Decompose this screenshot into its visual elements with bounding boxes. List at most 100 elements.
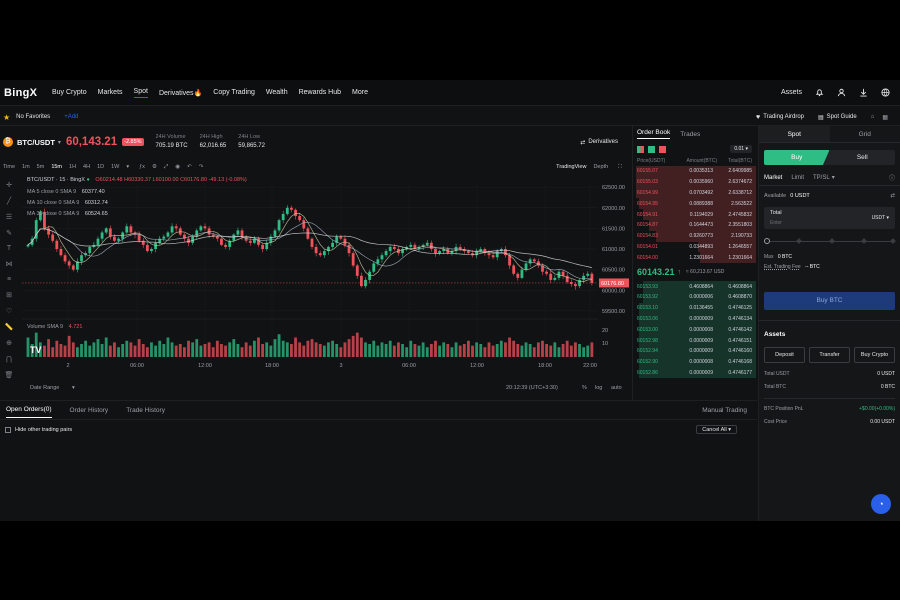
bingx-logo[interactable]: BingX	[4, 86, 38, 99]
date-range-button[interactable]: Date Range	[30, 385, 60, 391]
amount-slider[interactable]	[764, 237, 896, 247]
fib-icon[interactable]: ≡	[6, 276, 12, 283]
tf-4h[interactable]: 4H	[83, 164, 91, 170]
auto-toggle[interactable]: auto	[611, 385, 622, 391]
view-tradingview[interactable]: TradingView	[556, 164, 587, 170]
nav-more[interactable]: More	[352, 89, 368, 96]
pattern-icon[interactable]: ⋈	[5, 261, 13, 268]
indicator-icon[interactable]: ƒx	[139, 164, 145, 170]
projection-icon[interactable]: ⊞	[6, 292, 12, 299]
crosshair-icon[interactable]: ✛	[6, 182, 12, 189]
tab-spot-mode[interactable]: Spot	[759, 126, 830, 142]
bid-row[interactable]: 60153.10 0.0136455 0.4746125	[633, 302, 756, 314]
ask-row[interactable]: 60154.95 0.0889388 2.563522	[633, 198, 756, 210]
derivatives-link[interactable]: ⇄ Derivatives	[580, 139, 618, 146]
tf-1d[interactable]: 1D	[97, 164, 105, 170]
bid-row[interactable]: 60153.06 0.0000009 0.4746134	[633, 313, 756, 325]
nav-wealth[interactable]: Wealth	[265, 89, 288, 96]
tab-order-book[interactable]: Order Book	[637, 129, 671, 139]
ask-row[interactable]: 60154.91 0.1194029 2.4745832	[633, 209, 756, 220]
brush-icon[interactable]: ✎	[6, 230, 12, 237]
bell-icon[interactable]	[814, 88, 824, 98]
nav-markets[interactable]: Markets	[97, 89, 123, 96]
user-icon[interactable]	[836, 88, 846, 98]
ask-row[interactable]: 60154.83 0.9260773 2.190733	[633, 230, 756, 242]
price-chart[interactable]: ✛ ╱ ☰ ✎ T ⋈ ≡ ⊞ ♡ 📏 ⊕ ⋂ 🗑 62500.00 62000.…	[0, 175, 632, 381]
cancel-all-select[interactable]: Cancel All ▾	[696, 425, 737, 434]
trash-icon[interactable]: 🗑	[4, 372, 14, 379]
chevron-down-icon[interactable]: ▾	[831, 175, 835, 181]
total-input[interactable]: Total Enter USDT ▾	[764, 207, 895, 229]
sell-tab[interactable]: Sell	[856, 154, 868, 161]
slider-tick[interactable]	[861, 238, 868, 244]
bid-row[interactable]: 60152.98 0.0000009 0.4746151	[633, 335, 756, 346]
magnet-icon[interactable]: ⋂	[6, 356, 12, 363]
bid-row[interactable]: 60153.93 0.4608864 0.4608864	[633, 281, 756, 292]
buy-btc-button[interactable]: Buy BTC	[764, 292, 895, 310]
buy-crypto-button[interactable]: Buy Crypto	[854, 347, 895, 363]
layout-icon[interactable]: ▦	[882, 114, 888, 121]
tf-1w[interactable]: 1W	[111, 164, 120, 170]
tab-grid-mode[interactable]: Grid	[858, 131, 871, 138]
tf-1m[interactable]: 1m	[22, 164, 30, 170]
tf-5m[interactable]: 5m	[36, 164, 45, 170]
spot-guide-link[interactable]: ▤ Spot Guide	[818, 114, 857, 121]
ruler-icon[interactable]: 📏	[4, 324, 14, 331]
chevron-down-icon[interactable]: ▾	[72, 385, 75, 391]
transfer-icon[interactable]: ⇄	[890, 193, 895, 199]
tab-order-history[interactable]: Order History	[69, 406, 109, 414]
pair-selector[interactable]: BTC/USDT	[17, 137, 55, 147]
hide-pairs-checkbox[interactable]	[5, 426, 11, 433]
buy-tab[interactable]: Buy	[764, 150, 830, 165]
tf-time[interactable]: Time	[3, 164, 16, 170]
nav-spot[interactable]: Spot	[133, 88, 148, 98]
view-depth[interactable]: Depth	[593, 164, 609, 170]
bid-row[interactable]: 60153.92 0.0000006 0.4608870	[633, 291, 756, 303]
slider-tick[interactable]	[828, 238, 835, 244]
fullscreen-icon[interactable]: ⤢	[163, 163, 169, 170]
book-both-icon[interactable]	[637, 145, 644, 153]
nav-rewards-hub[interactable]: Rewards Hub	[298, 89, 342, 96]
type-limit[interactable]: Limit	[791, 174, 805, 181]
camera-icon[interactable]: ◉	[175, 164, 181, 170]
trading-airdrop-link[interactable]: ♥ Trading Airdrop	[756, 114, 804, 121]
nav-derivatives[interactable]: Derivatives🔥	[158, 89, 203, 97]
hline-icon[interactable]: ☰	[5, 214, 13, 221]
total-unit[interactable]: USDT ▾	[871, 215, 889, 221]
redo-icon[interactable]: ↷	[198, 164, 204, 170]
download-icon[interactable]	[858, 88, 868, 98]
chevron-down-icon[interactable]: ▾	[57, 139, 61, 146]
settings-icon[interactable]: ⚙	[151, 164, 157, 170]
log-toggle[interactable]: log	[595, 385, 603, 391]
nav-assets[interactable]: Assets	[780, 89, 802, 96]
undo-icon[interactable]: ↶	[187, 164, 192, 170]
star-icon[interactable]: ★	[3, 112, 11, 122]
tf-1h[interactable]: 1H	[69, 164, 77, 170]
ask-row[interactable]: 60154.00 1.2301664 1.2301664	[633, 252, 756, 264]
chevron-down-icon[interactable]: ▾	[126, 164, 130, 170]
bid-row[interactable]: 60152.94 0.0000009 0.4746160	[633, 345, 756, 357]
ask-row[interactable]: 60155.03 0.0035960 2.6374672	[633, 176, 756, 188]
info-icon[interactable]: ⓘ	[888, 176, 895, 182]
zoom-icon[interactable]: ⊕	[6, 340, 12, 347]
tf-15m[interactable]: 15m	[51, 164, 63, 170]
type-market[interactable]: Market	[764, 174, 783, 181]
heart-icon[interactable]: ♡	[5, 308, 13, 315]
add-favorite-link[interactable]: +Add	[64, 114, 79, 120]
expand-icon[interactable]: ⛶	[618, 163, 622, 170]
text-icon[interactable]: T	[6, 245, 12, 252]
deposit-button[interactable]: Deposit	[764, 347, 805, 363]
percent-toggle[interactable]: %	[582, 385, 587, 391]
slider-tick[interactable]	[795, 238, 802, 244]
bid-row[interactable]: 60152.86 0.0000009 0.4746177	[633, 367, 756, 379]
trendline-icon[interactable]: ╱	[6, 198, 12, 205]
slider-tick[interactable]	[890, 238, 896, 244]
ask-row[interactable]: 60155.07 0.0035313 2.6409985	[633, 166, 756, 177]
globe-icon[interactable]	[880, 88, 890, 98]
slider-handle[interactable]	[764, 238, 770, 244]
precision-select[interactable]: 0.01 ▾	[730, 145, 752, 153]
nav-copy-trading[interactable]: Copy Trading	[213, 89, 255, 96]
tab-trades[interactable]: Trades	[680, 130, 701, 138]
home-icon[interactable]: ⌂	[870, 114, 875, 120]
nav-buy-crypto[interactable]: Buy Crypto	[52, 89, 87, 96]
